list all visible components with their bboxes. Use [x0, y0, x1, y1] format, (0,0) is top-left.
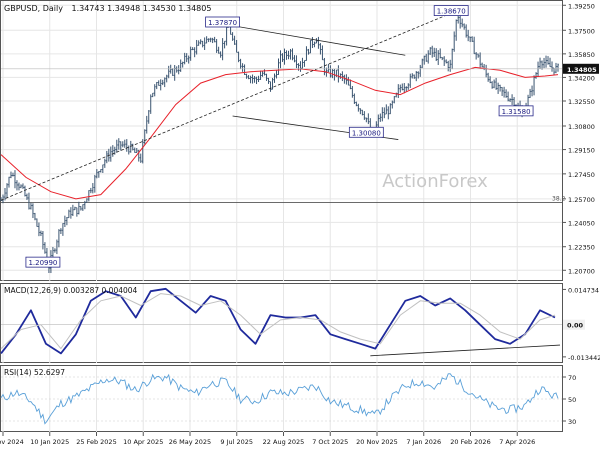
- macd-value-tag: [563, 319, 585, 330]
- grid-layer: [1, 1, 562, 432]
- macd-tick-label: 0.014734: [568, 286, 599, 294]
- macd-line: [0, 287, 556, 355]
- price-tick-label: 1.25700: [568, 196, 595, 204]
- date-tick-label: 10 Apr 2025: [123, 438, 163, 446]
- rsi-title: RSI(14) 52.6297: [4, 368, 65, 377]
- price-tick-label: 1.35850: [568, 51, 595, 59]
- watermark: ActionForex: [382, 171, 488, 192]
- price-tick-label: 1.30800: [568, 123, 595, 131]
- rsi-tick-label: 70: [568, 374, 576, 382]
- price-tick-label: 1.34200: [568, 74, 595, 82]
- price-tick-label: 1.29150: [568, 147, 595, 155]
- moving-average-line: [0, 66, 559, 200]
- date-tick-label: 7 Jan 2026: [406, 438, 441, 446]
- date-tick-label: 22 Aug 2025: [263, 438, 305, 446]
- price-tick-label: 1.27450: [568, 171, 595, 179]
- chart-title: GBPUSD, Daily 1.34743 1.34948 1.34530 1.…: [4, 4, 211, 13]
- date-tick-label: 20 Feb 2026: [450, 438, 490, 446]
- price-label-box: [348, 126, 384, 138]
- price-label-box: [498, 105, 534, 117]
- channel-line: [228, 24, 406, 56]
- price-label-box: [433, 5, 469, 16]
- price-label: 1.37870: [208, 19, 237, 27]
- price-tick-label: 1.37500: [568, 27, 595, 35]
- macd-layer: [0, 287, 562, 357]
- rsi-layer: [0, 373, 562, 425]
- ohlc-readout: 1.34743 1.34948 1.34530 1.34805: [71, 4, 211, 13]
- price-tick-label: 1.22350: [568, 244, 595, 252]
- symbol-label: GBPUSD, Daily: [4, 4, 63, 13]
- date-tick-label: 25 Feb 2025: [76, 438, 116, 446]
- price-tick-label: 1.32550: [568, 98, 595, 106]
- date-tick-label: 7 Oct 2025: [312, 438, 348, 446]
- price-label: 1.38670: [437, 8, 466, 16]
- price-label: 1.20990: [28, 259, 57, 267]
- macd-trendline: [370, 344, 561, 357]
- price-panel-frame: [0, 0, 563, 281]
- last-price-label: 1.34805: [567, 66, 597, 74]
- dashed-trendline: [0, 13, 451, 201]
- price-label: 1.30080: [352, 129, 381, 137]
- macd-panel-frame: [0, 283, 563, 363]
- price-tick-label: 1.39250: [568, 2, 595, 10]
- rsi-line: [0, 373, 559, 425]
- date-tick-label: 20 Nov 2025: [356, 438, 398, 446]
- date-tick-label: 9 Jul 2025: [220, 438, 253, 446]
- price-tick-label: 1.24050: [568, 219, 595, 227]
- fib-level-label: 38.2: [552, 195, 566, 202]
- macd-tick-label: -0.013442: [568, 354, 600, 362]
- price-tick-label: 1.20700: [568, 267, 595, 275]
- date-tick-label: 26 May 2025: [169, 438, 211, 446]
- price-label: 1.31580: [502, 108, 531, 116]
- date-tick-label: 10 Jan 2025: [30, 438, 69, 446]
- rsi-tick-label: 30: [568, 418, 576, 426]
- macd-value-label: 0.00: [567, 322, 584, 330]
- last-price-tag: [563, 63, 599, 74]
- macd-title: MACD(12,26,9) 0.003287 0.004004: [4, 286, 138, 295]
- date-tick-label: 7 Apr 2026: [499, 438, 535, 446]
- rsi-panel-frame: [0, 365, 563, 432]
- date-tick-label: 25 Nov 2024: [0, 438, 24, 446]
- rsi-tick-label: 50: [568, 396, 576, 404]
- macd-signal-line: [0, 293, 556, 350]
- price-label-box: [205, 16, 240, 28]
- price-layer: 38.2 1.37870 1.38670 1.30080 1.31580 1.20990: [0, 5, 566, 274]
- watermark-layer: ActionForex: [382, 171, 488, 192]
- price-label-box: [25, 256, 61, 268]
